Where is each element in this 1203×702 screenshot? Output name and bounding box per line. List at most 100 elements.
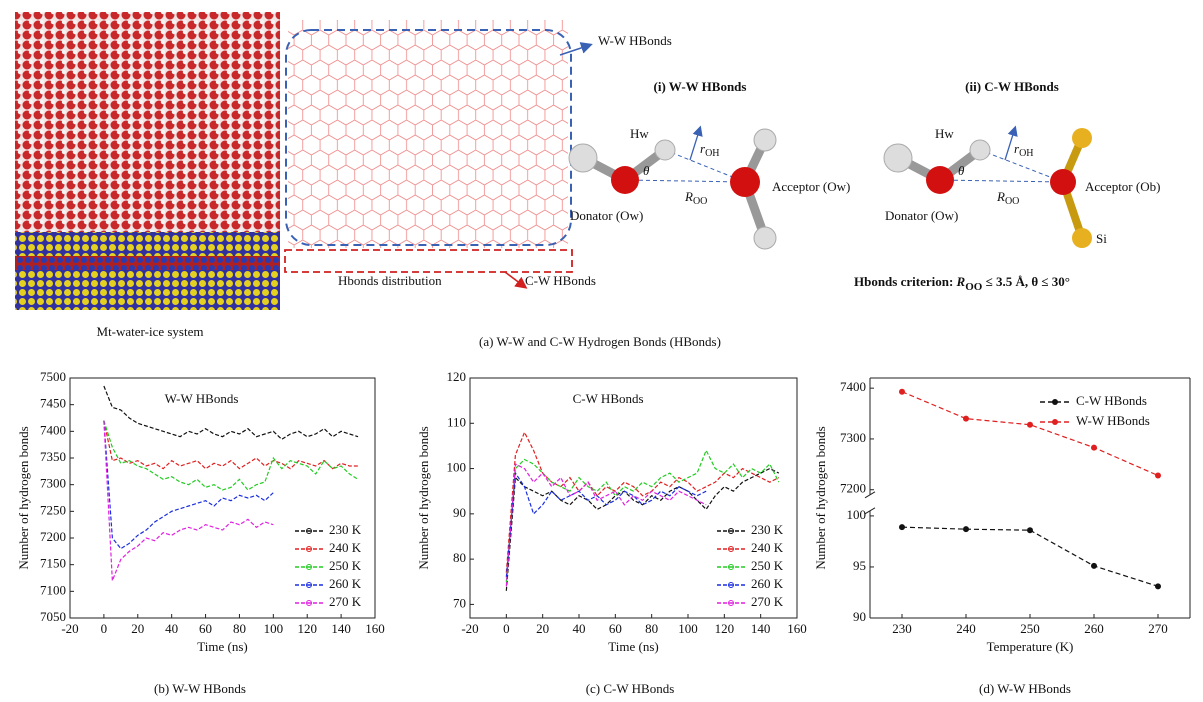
legend-marker [306,546,312,552]
panel-i: (i) W-W HBonds Hw rOH θ Acceptor (Ow) Do… [568,79,850,250]
subscript: OO [1005,196,1019,207]
y-axis-label: Number of hydrogen bonds [16,426,31,569]
arrow [1004,125,1018,161]
cw-box [284,249,573,273]
atom [969,139,991,161]
criterion: Hbonds criterion: ROO ≤ 3.5 Å, θ ≤ 30° [854,274,1070,293]
legend-label: 240 K [329,540,362,555]
atom [753,226,777,250]
y-tick-label: 120 [447,369,467,384]
series-line [901,526,1159,587]
y-tick-label: 70 [453,595,466,610]
x-tick-label: 120 [715,621,735,636]
top-panel: Mt-water-ice system W-W HBonds C-W HBond… [15,12,1160,349]
x-tick-label: 20 [536,621,549,636]
series-line [505,471,707,578]
atom [926,166,954,194]
legend-label: 270 K [751,594,784,609]
symbol: ROO [996,189,1019,207]
symbol: rOH [700,141,720,159]
x-tick-label: 140 [751,621,771,636]
legend-label: C-W HBonds [1076,393,1147,408]
legend-marker [728,564,734,570]
series-line [103,420,274,581]
subscript: OH [1019,148,1033,159]
x-tick-label: 80 [645,621,658,636]
y-tick-label: 100 [447,460,467,475]
y-tick-label: 100 [847,507,867,522]
x-axis-label: Time (ns) [608,639,658,654]
series-line [505,467,780,591]
point [899,388,905,395]
atom [1050,169,1076,195]
legend-label: 240 K [751,540,784,555]
y-tick-label: 7300 [40,476,66,491]
series-line [505,448,780,582]
series-line [103,420,359,470]
panel-title: (ii) C-W HBonds [965,79,1059,94]
y-axis-label: Number of hydrogen bonds [416,426,431,569]
x-tick-label: 260 [1084,621,1104,636]
panel-caption: (c) C-W HBonds [586,681,675,696]
x-tick-label: -20 [461,621,478,636]
y-tick-label: 90 [453,505,466,520]
ww-box [285,29,572,246]
y-tick-label: 7200 [40,529,66,544]
atom [883,143,913,173]
plot-frame [469,377,798,619]
legend-label: 270 K [329,594,362,609]
point [963,415,969,422]
x-tick-label: 160 [787,621,807,636]
point [1091,444,1097,451]
symbol: r [700,141,706,156]
cw-label: C-W HBonds [525,273,596,288]
point [1091,562,1097,569]
acceptor: Acceptor (Ob) [1085,179,1160,194]
panel-caption: (b) W-W HBonds [154,681,246,696]
chart-title: W-W HBonds [165,391,239,406]
x-tick-label: 100 [264,621,284,636]
y-tick-label: 95 [853,558,866,573]
symbol: rOH [1014,141,1034,159]
legend-marker [728,528,734,534]
x-tick-label: 160 [365,621,385,636]
acceptor: Acceptor (Ow) [772,179,850,194]
legend-marker [306,564,312,570]
angle: θ [958,163,965,178]
legend-marker [728,546,734,552]
series-line [505,430,780,573]
legend-label: 250 K [751,558,784,573]
symbol: ROO [684,189,707,207]
point [899,524,905,531]
atom-label: Si [1096,231,1107,246]
point [963,526,969,533]
y-tick-label: 7250 [40,502,66,517]
x-axis-label: Temperature (K) [987,639,1074,654]
series-line [901,391,1159,477]
y-tick-label: 7300 [840,430,866,445]
series-line [103,420,274,550]
symbol: R [956,274,966,289]
series-line [103,385,359,441]
y-tick-label: 90 [853,609,866,624]
clay-layer [15,232,280,256]
bond-line [939,179,1064,183]
angle: θ [643,163,650,178]
atom [568,143,598,173]
legend-label: 260 K [751,576,784,591]
arrow [689,125,703,161]
point [1155,472,1161,479]
subscript: OO [693,196,707,207]
subscript: OH [705,148,719,159]
criterion-text: Hbonds criterion: [854,274,957,289]
x-tick-label: 40 [165,621,178,636]
legend-label: 250 K [329,558,362,573]
panel-caption: (a) W-W and C-W Hydrogen Bonds (HBonds) [479,334,721,349]
symbol: R [996,189,1005,204]
bond-line [979,149,1064,183]
x-tick-label: 20 [131,621,144,636]
axis-break [864,507,876,515]
panel-ii: (ii) C-W HBonds Hw rOH θ Acceptor (Ob) D… [883,79,1160,248]
atom [1072,128,1092,148]
point [1027,421,1033,428]
